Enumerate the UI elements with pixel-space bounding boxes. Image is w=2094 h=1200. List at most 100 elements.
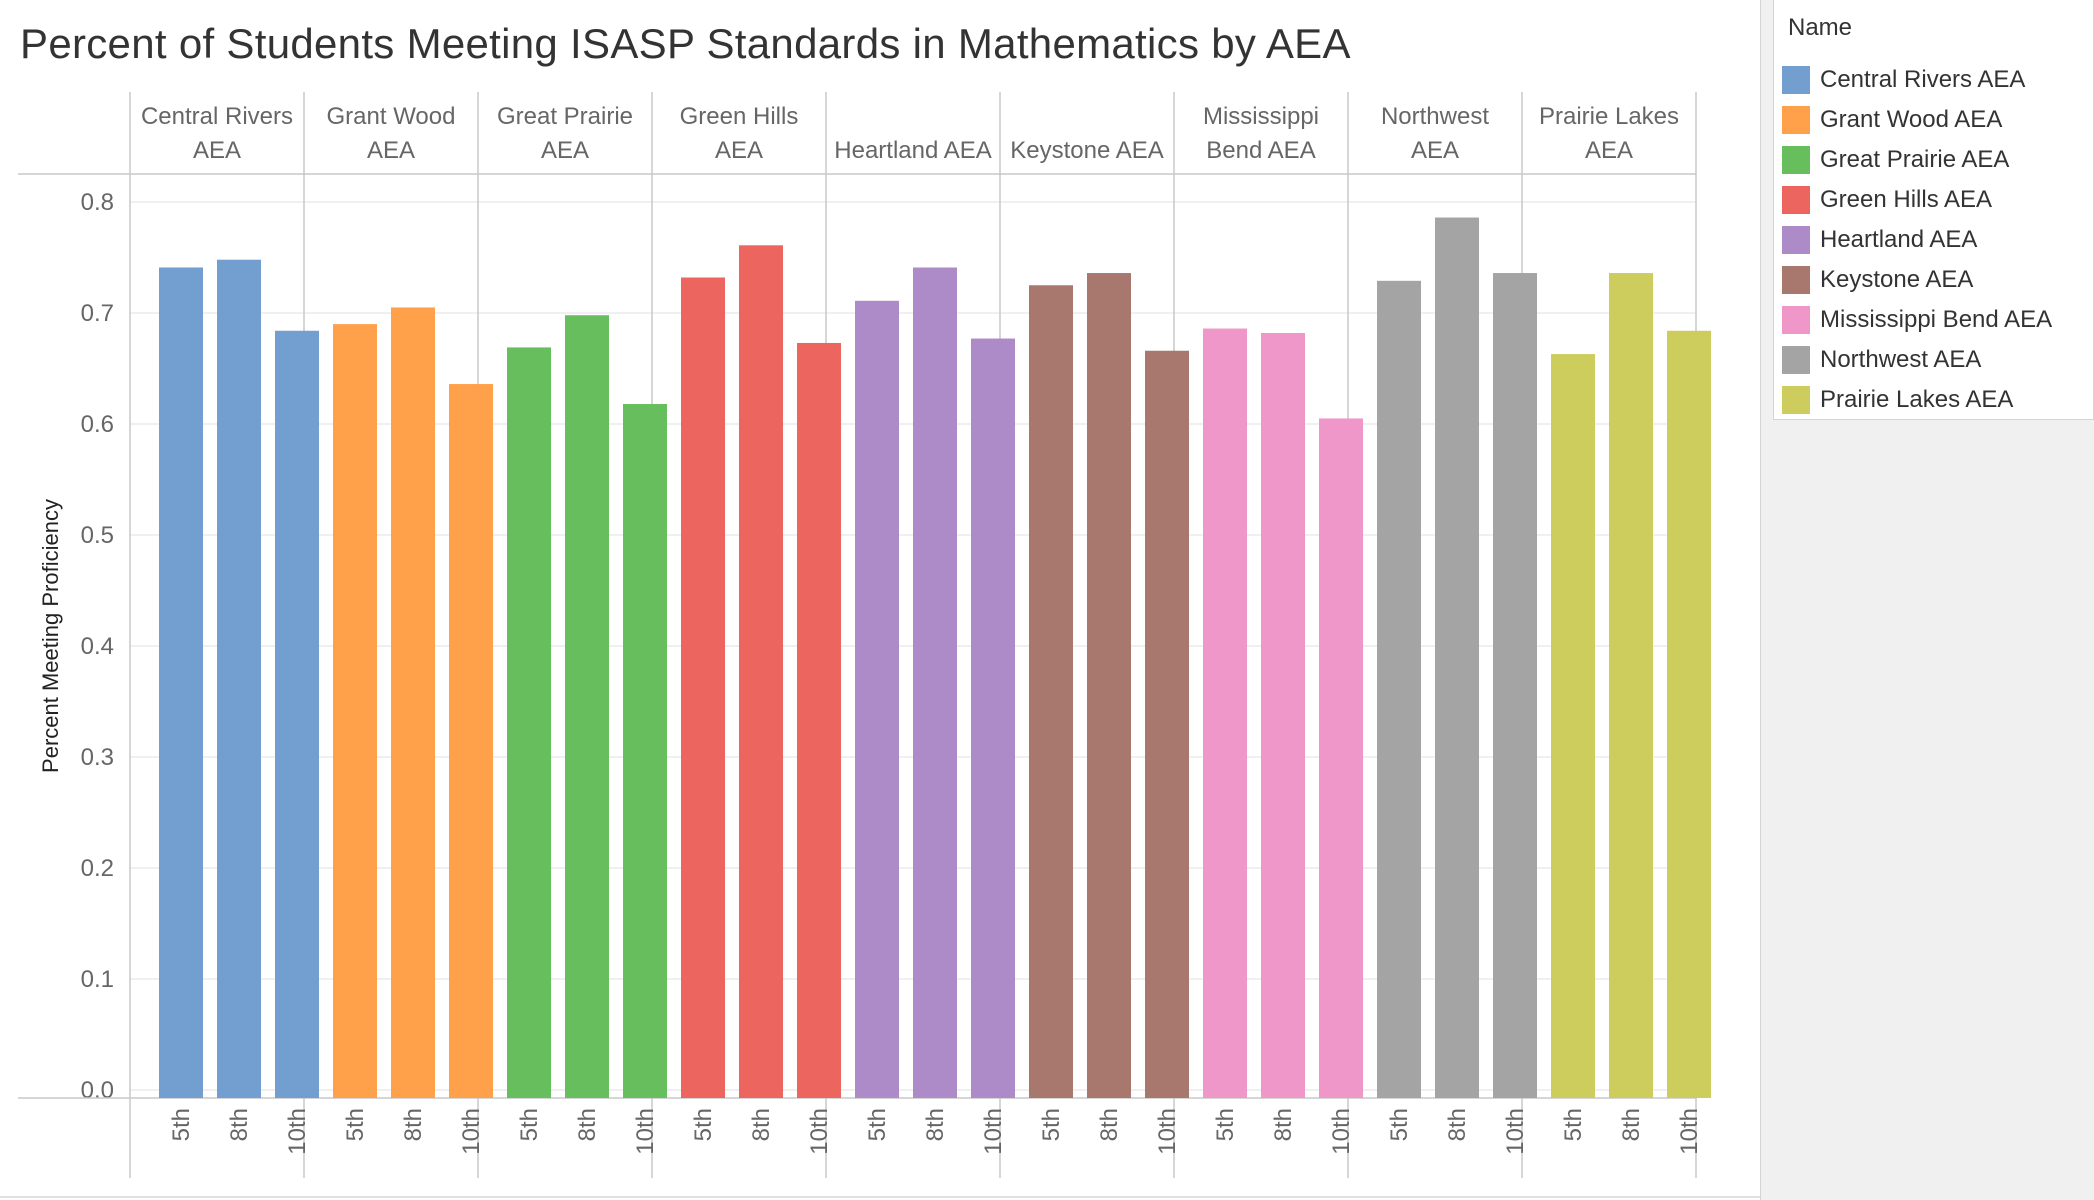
column-header: AEA [1411,137,1459,164]
y-tick-label: 0.2 [81,855,114,882]
legend-swatch [1782,106,1810,134]
bar [681,277,725,1099]
x-tick-label: 5th [1038,1108,1065,1141]
x-tick-label: 10th [1502,1108,1529,1155]
legend-swatch [1782,306,1810,334]
y-axis-label: Percent Meeting Proficiency [38,499,63,773]
legend-item[interactable]: Central Rivers AEA [1782,60,2087,100]
column-header: Green Hills [680,103,799,130]
x-tick-label: 5th [168,1108,195,1141]
legend-label: Keystone AEA [1820,266,1974,293]
column-header: AEA [1585,137,1633,164]
bar [1609,273,1653,1098]
x-tick-label: 8th [1618,1108,1645,1141]
bar [1377,280,1421,1098]
x-tick-label: 10th [980,1108,1007,1155]
y-tick-label: 0.6 [81,411,114,438]
x-tick-label: 10th [632,1108,659,1155]
legend-label: Northwest AEA [1820,346,1982,373]
x-tick-label: 5th [864,1108,891,1141]
bar [217,259,261,1099]
bar [333,324,377,1099]
x-tick-label: 8th [1444,1108,1471,1141]
y-tick-label: 0.5 [81,522,114,549]
y-tick-label: 0.7 [81,300,114,327]
x-tick-label: 8th [922,1108,949,1141]
column-header: Northwest [1381,103,1489,130]
column-header: Mississippi [1203,103,1319,130]
legend-label: Heartland AEA [1820,226,1978,253]
legend-swatch [1782,266,1810,294]
legend-swatch [1782,146,1810,174]
x-tick-label: 5th [516,1108,543,1141]
bar [1261,332,1305,1099]
legend-swatch [1782,226,1810,254]
bar [159,267,203,1098]
legend-item[interactable]: Keystone AEA [1782,260,2087,300]
x-tick-label: 8th [226,1108,253,1141]
legend-label: Prairie Lakes AEA [1820,386,2014,413]
column-header: Great Prairie [497,103,633,130]
bar [1435,217,1479,1099]
column-header: Bend AEA [1206,137,1315,164]
bar [1667,330,1711,1098]
y-tick-label: 0.1 [81,966,114,993]
column-header: Central Rivers [141,103,293,130]
column-header: AEA [193,137,241,164]
legend-item[interactable]: Mississippi Bend AEA [1782,300,2087,340]
column-header: Grant Wood [327,103,456,130]
bar [797,342,841,1099]
y-tick-label: 0.3 [81,744,114,771]
legend-item[interactable]: Heartland AEA [1782,220,2087,260]
bar [623,404,667,1098]
bar [391,307,435,1098]
legend: Name Central Rivers AEA Grant Wood AEA Gre… [1773,0,2094,420]
bar [739,245,783,1099]
legend-swatch [1782,66,1810,94]
x-tick-label: 8th [574,1108,601,1141]
bar [971,338,1015,1098]
legend-label: Grant Wood AEA [1820,106,2003,133]
y-tick-label: 0.8 [81,189,114,216]
column-header: AEA [715,137,763,164]
x-tick-label: 5th [342,1108,369,1141]
chart-title: Percent of Students Meeting ISASP Standa… [20,20,1351,67]
x-tick-label: 8th [1096,1108,1123,1141]
y-tick-label: 0.0 [81,1077,114,1104]
legend-item[interactable]: Grant Wood AEA [1782,100,2087,140]
legend-item[interactable]: Prairie Lakes AEA [1782,380,2087,420]
x-tick-label: 10th [1154,1108,1181,1155]
legend-item[interactable]: Great Prairie AEA [1782,140,2087,180]
y-tick-label: 0.4 [81,633,114,660]
bar [507,347,551,1098]
x-tick-label: 10th [458,1108,485,1155]
legend-swatch [1782,186,1810,214]
x-tick-label: 10th [1676,1108,1703,1155]
bottom-divider [0,1196,1760,1198]
column-header: Keystone AEA [1010,137,1163,164]
bar [1319,418,1363,1098]
x-tick-label: 5th [1212,1108,1239,1141]
x-tick-label: 10th [284,1108,311,1155]
column-header: AEA [367,137,415,164]
bar [1203,328,1247,1098]
x-tick-label: 10th [1328,1108,1355,1155]
legend-item[interactable]: Northwest AEA [1782,340,2087,380]
x-tick-label: 8th [1270,1108,1297,1141]
column-header: Heartland AEA [834,137,991,164]
legend-label: Mississippi Bend AEA [1820,306,2053,333]
legend-swatch [1782,346,1810,374]
bar [913,267,957,1098]
column-header: Prairie Lakes [1539,103,1679,130]
bar [1029,285,1073,1098]
bar-chart: 0.0 0.1 0.2 0.3 0.4 0.5 0.6 0.7 0.8 Percent Meeti… [18,92,1711,1178]
bar [275,330,319,1098]
bar [1145,350,1189,1098]
legend-label: Green Hills AEA [1820,186,1993,213]
x-tick-label: 5th [1386,1108,1413,1141]
bar [1087,273,1131,1098]
x-tick-label: 8th [400,1108,427,1141]
x-tick-label: 5th [1560,1108,1587,1141]
x-tick-label: 5th [690,1108,717,1141]
legend-item[interactable]: Green Hills AEA [1782,180,2087,220]
